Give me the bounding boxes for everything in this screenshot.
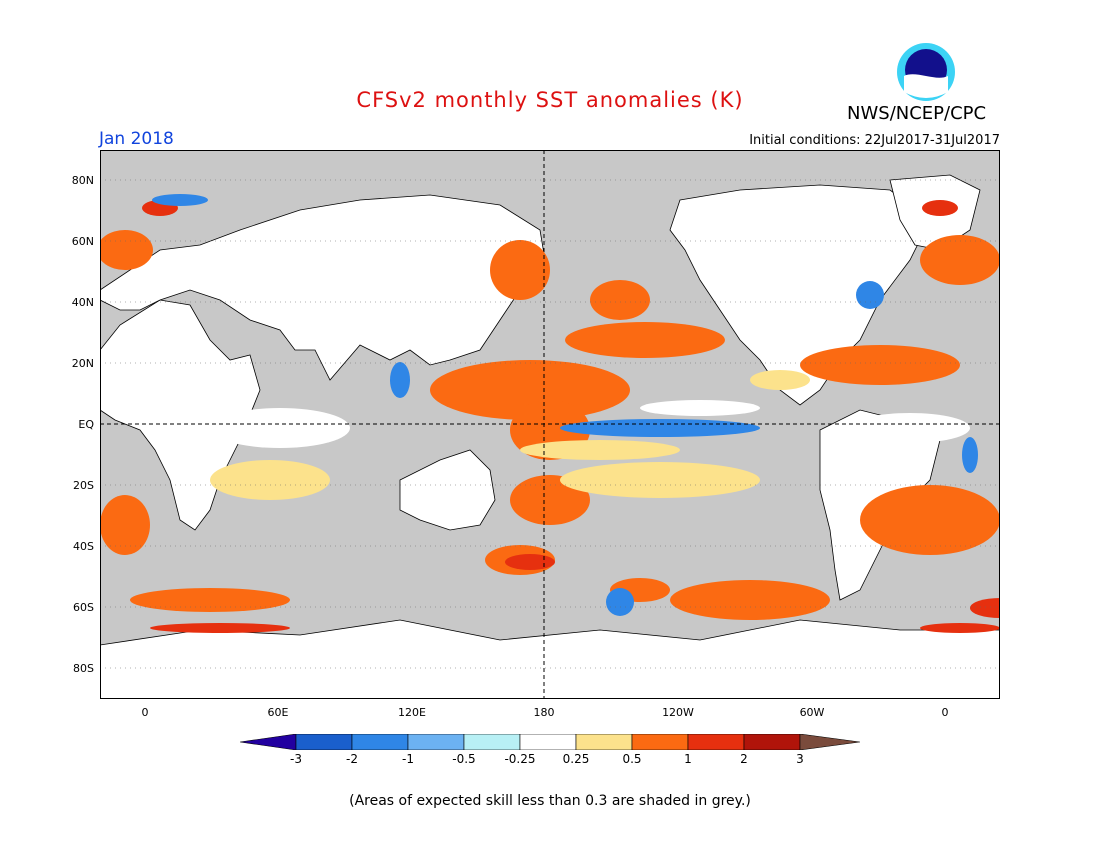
lat-tick-20s: 20S (73, 479, 94, 492)
lon-tick-180: 180 (533, 706, 555, 719)
lon-tick-0-right: 0 (941, 706, 949, 719)
colorbar (240, 734, 860, 750)
sst-anomaly-map (100, 150, 1000, 699)
lon-tick-120e: 120E (398, 706, 426, 719)
cbar-label-minus1: -1 (402, 752, 414, 766)
lat-tick-40s: 40S (73, 540, 94, 553)
anomaly-mild-warm (210, 370, 810, 500)
lon-tick-0-left: 0 (141, 706, 149, 719)
cbar-label-025: 0.25 (562, 752, 590, 766)
lat-tick-20n: 20N (71, 357, 94, 370)
initial-conditions: Initial conditions: 22Jul2017-31Jul2017 (749, 133, 1000, 148)
lon-tick-60w: 60W (799, 706, 825, 719)
cbar-label-minus2: -2 (346, 752, 358, 766)
lat-tick-60s: 60S (73, 601, 94, 614)
lat-tick-40n: 40N (71, 296, 94, 309)
lon-tick-120w: 120W (662, 706, 694, 719)
lat-tick-80n: 80N (71, 174, 94, 187)
cbar-label-minus05: -0.5 (452, 752, 476, 766)
footnote: (Areas of expected skill less than 0.3 a… (349, 793, 751, 809)
anomaly-strong-warm (142, 200, 1000, 633)
cbar-label-3: 3 (796, 752, 804, 766)
anomaly-neutral (210, 400, 970, 448)
anomaly-warm (100, 230, 1000, 620)
noaa-logo (897, 43, 955, 101)
cbar-label-minus025: -0.25 (504, 752, 536, 766)
lat-tick-80s: 80S (73, 662, 94, 675)
cbar-label-2: 2 (740, 752, 748, 766)
agency-label: NWS/NCEP/CPC (847, 103, 987, 124)
lat-tick-eq: EQ (78, 418, 94, 431)
valid-month: Jan 2018 (99, 129, 174, 149)
lat-tick-60n: 60N (71, 235, 94, 248)
chart-title: CFSv2 monthly SST anomalies (K) (356, 88, 744, 112)
cbar-label-1: 1 (684, 752, 692, 766)
cbar-label-05: 0.5 (622, 752, 642, 766)
cbar-label-minus3: -3 (290, 752, 302, 766)
lon-tick-60e: 60E (267, 706, 289, 719)
